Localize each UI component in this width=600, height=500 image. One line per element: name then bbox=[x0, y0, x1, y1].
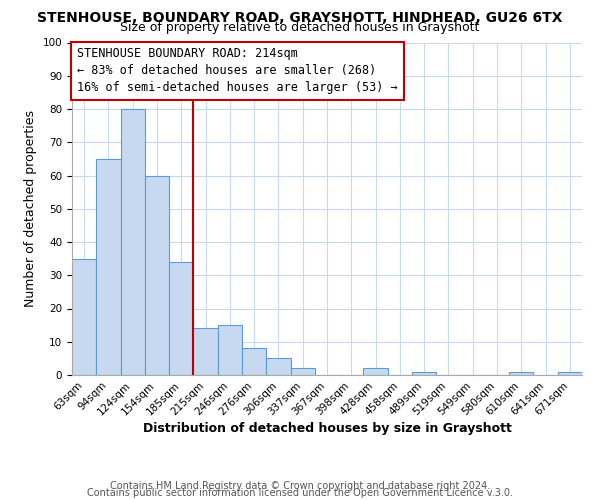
Bar bbox=[412, 372, 436, 375]
Bar bbox=[364, 368, 388, 375]
Text: STENHOUSE BOUNDARY ROAD: 214sqm
← 83% of detached houses are smaller (268)
16% o: STENHOUSE BOUNDARY ROAD: 214sqm ← 83% of… bbox=[77, 48, 398, 94]
Text: Contains HM Land Registry data © Crown copyright and database right 2024.: Contains HM Land Registry data © Crown c… bbox=[110, 481, 490, 491]
Bar bbox=[193, 328, 218, 375]
Bar bbox=[218, 325, 242, 375]
Bar bbox=[169, 262, 193, 375]
Bar bbox=[242, 348, 266, 375]
Bar bbox=[121, 109, 145, 375]
Bar bbox=[509, 372, 533, 375]
Text: STENHOUSE, BOUNDARY ROAD, GRAYSHOTT, HINDHEAD, GU26 6TX: STENHOUSE, BOUNDARY ROAD, GRAYSHOTT, HIN… bbox=[37, 11, 563, 25]
Bar bbox=[145, 176, 169, 375]
Y-axis label: Number of detached properties: Number of detached properties bbox=[24, 110, 37, 307]
Bar bbox=[290, 368, 315, 375]
Bar bbox=[558, 372, 582, 375]
Bar bbox=[72, 258, 96, 375]
X-axis label: Distribution of detached houses by size in Grayshott: Distribution of detached houses by size … bbox=[143, 422, 511, 436]
Bar bbox=[96, 159, 121, 375]
Text: Contains public sector information licensed under the Open Government Licence v.: Contains public sector information licen… bbox=[87, 488, 513, 498]
Text: Size of property relative to detached houses in Grayshott: Size of property relative to detached ho… bbox=[121, 22, 479, 35]
Bar bbox=[266, 358, 290, 375]
